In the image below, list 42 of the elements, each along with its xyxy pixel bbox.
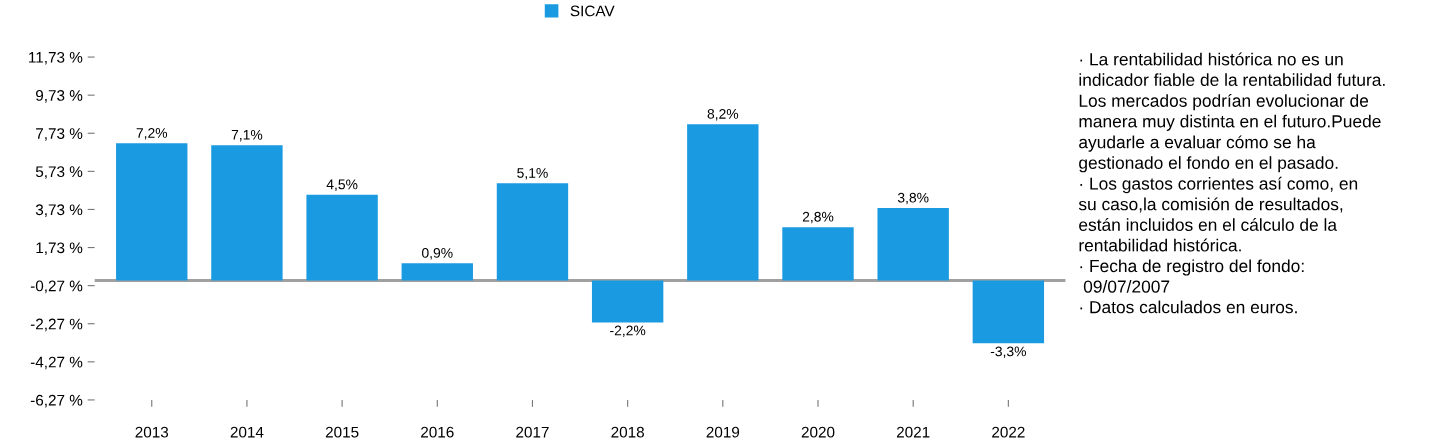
- x-tick-label: 2018: [611, 426, 644, 438]
- bar: [591, 280, 664, 323]
- data-label: 8,2%: [707, 108, 739, 121]
- y-tick-label: -0,27 %: [30, 280, 83, 294]
- bar: [401, 263, 473, 281]
- data-label: 3,8%: [897, 192, 929, 205]
- data-label: -3,3%: [990, 346, 1026, 358]
- x-tick-label: 2020: [801, 426, 835, 438]
- x-tick-label: 2016: [421, 426, 454, 438]
- y-tick-label: 7,73 %: [36, 128, 83, 141]
- data-label: -2,2%: [610, 325, 646, 338]
- x-tick-label: 2019: [706, 426, 740, 438]
- bar: [116, 143, 188, 281]
- x-tick-label: 2017: [516, 426, 549, 438]
- bar: [877, 208, 949, 281]
- data-label: 4,5%: [326, 179, 358, 191]
- y-tick-label: -6,27 %: [30, 394, 83, 408]
- bar: [306, 194, 378, 281]
- data-label: 2,8%: [802, 211, 834, 224]
- legend-label: SICAV: [570, 5, 615, 17]
- y-tick-label: 1,73 %: [36, 242, 83, 256]
- bar: [496, 183, 569, 281]
- y-tick-label: -4,27 %: [30, 356, 83, 370]
- bar: [211, 145, 283, 281]
- bar: [687, 124, 759, 281]
- y-tick-label: -2,27 %: [30, 318, 83, 332]
- x-tick-label: 2015: [325, 426, 359, 438]
- data-label: 7,2%: [136, 128, 168, 140]
- y-tick-label: 5,73 %: [35, 166, 83, 179]
- x-tick-label: 2022: [992, 426, 1025, 438]
- bar: [782, 227, 854, 281]
- x-tick-label: 2013: [135, 426, 169, 438]
- data-label: 0,9%: [422, 248, 453, 260]
- y-tick-label: 3,73 %: [35, 204, 83, 217]
- text: · La rentabilidad histórica no es un indicador fiable de la rentabilidad futura. Los mercados podrían evolucionar de manera muy distinta en el futuro.Puede ayudarle a evaluar cómo se ha gestionado el fondo en el pasado. · Los gastos corrientes así como, en su caso,la comisión de resultados, están incluidos en el cálculo de la rentabilidad histórica. · Fecha de registro del fondo: 09/07/2007 · Datos calculados en euros.: [1078, 52, 1385, 314]
- y-tick-label: 11,73 %: [29, 51, 83, 65]
- x-tick-label: 2021: [896, 426, 930, 438]
- y-tick-label: 9,73 %: [35, 90, 83, 103]
- x-tick-label: 2014: [230, 426, 264, 438]
- data-label: 7,1%: [231, 129, 263, 142]
- bar: [972, 280, 1045, 344]
- data-label: 5,1%: [517, 168, 548, 180]
